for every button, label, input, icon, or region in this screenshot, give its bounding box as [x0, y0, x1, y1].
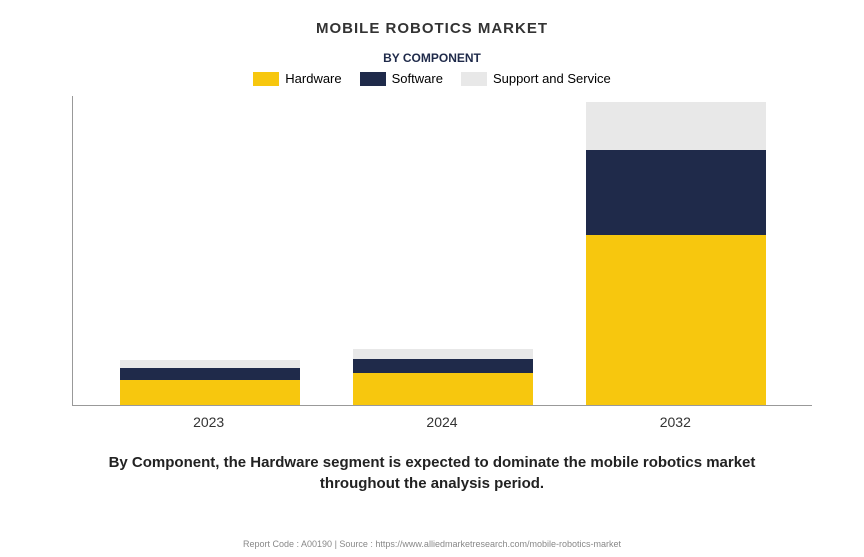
footer-source: Report Code : A00190 | Source : https://… — [0, 539, 864, 549]
legend-item-software: Software — [360, 71, 443, 86]
swatch-hardware — [253, 72, 279, 86]
x-label-1: 2024 — [352, 414, 532, 430]
legend-label-software: Software — [392, 71, 443, 86]
legend-item-hardware: Hardware — [253, 71, 341, 86]
bar-2024 — [353, 349, 533, 405]
chart-caption: By Component, the Hardware segment is ex… — [40, 452, 824, 494]
x-axis-labels: 2023 2024 2032 — [72, 406, 812, 430]
bars-wrapper — [73, 96, 812, 405]
swatch-software — [360, 72, 386, 86]
chart-title: MOBILE ROBOTICS MARKET — [316, 20, 548, 37]
legend-item-support: Support and Service — [461, 71, 611, 86]
swatch-support — [461, 72, 487, 86]
chart-container: MOBILE ROBOTICS MARKET BY COMPONENT Hard… — [0, 0, 864, 557]
seg-2023-support — [120, 360, 300, 368]
seg-2032-hardware — [586, 235, 766, 405]
x-label-0: 2023 — [119, 414, 299, 430]
x-label-2: 2032 — [585, 414, 765, 430]
chart-subtitle: BY COMPONENT — [383, 51, 481, 65]
legend-label-support: Support and Service — [493, 71, 611, 86]
chart-plot-area — [72, 96, 812, 406]
seg-2024-software — [353, 359, 533, 373]
legend-label-hardware: Hardware — [285, 71, 341, 86]
seg-2024-support — [353, 349, 533, 359]
seg-2024-hardware — [353, 373, 533, 405]
legend: Hardware Software Support and Service — [253, 71, 610, 86]
bar-2023 — [120, 360, 300, 405]
seg-2032-software — [586, 150, 766, 235]
bar-2032 — [586, 102, 766, 405]
seg-2032-support — [586, 102, 766, 150]
seg-2023-software — [120, 368, 300, 380]
seg-2023-hardware — [120, 380, 300, 405]
